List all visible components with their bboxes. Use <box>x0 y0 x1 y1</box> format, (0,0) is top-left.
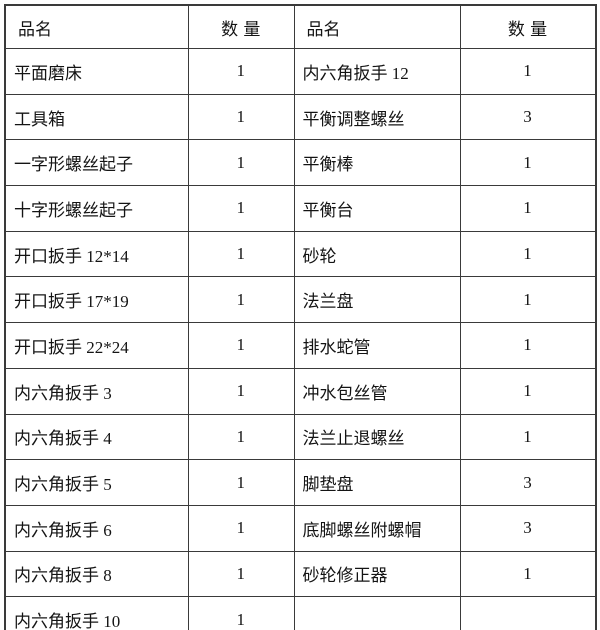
table-row: 开口扳手 22*24 1 排水蛇管 1 <box>4 322 597 369</box>
right-item-name-cell: 法兰盘 <box>293 276 461 324</box>
table-row: 一字形螺丝起子 1 平衡棒 1 <box>4 139 597 187</box>
header-row: 品名 数 量 品名 数 量 <box>4 4 597 49</box>
table-row: 平面磨床 1 内六角扳手 12 1 <box>4 48 597 95</box>
left-qty-header: 数 量 <box>187 4 295 49</box>
table-row: 内六角扳手 8 1 砂轮修正器 1 <box>4 550 597 598</box>
table-row: 内六角扳手 4 1 法兰止退螺丝 1 <box>4 413 597 461</box>
left-item-name-cell: 内六角扳手 6 <box>4 504 189 552</box>
table-row: 内六角扳手 10 1 <box>4 596 597 630</box>
right-item-name-cell: 砂轮 <box>293 230 461 278</box>
right-item-qty-cell: 3 <box>459 93 597 141</box>
left-name-header: 品名 <box>4 4 189 49</box>
left-item-name-cell: 工具箱 <box>4 93 189 141</box>
right-qty-header: 数 量 <box>459 4 597 49</box>
left-item-name-cell: 一字形螺丝起子 <box>4 139 189 187</box>
left-item-qty-cell: 1 <box>187 413 295 461</box>
right-item-qty-cell: 1 <box>459 550 597 598</box>
table-row: 工具箱 1 平衡调整螺丝 3 <box>4 93 597 141</box>
left-item-name-cell: 开口扳手 12*14 <box>4 230 189 278</box>
right-item-qty-cell: 1 <box>459 185 597 232</box>
right-item-name-cell: 底脚螺丝附螺帽 <box>293 504 461 552</box>
right-item-qty-cell <box>459 596 597 630</box>
right-item-qty-cell: 1 <box>459 139 597 187</box>
parts-table: 品名 数 量 品名 数 量 平面磨床 1 内六角扳手 12 1 工具箱 1 平衡调整螺丝 3 一… <box>4 4 597 630</box>
table-row: 内六角扳手 6 1 底脚螺丝附螺帽 3 <box>4 504 597 552</box>
right-item-name-cell: 脚垫盘 <box>293 459 461 506</box>
left-item-qty-cell: 1 <box>187 596 295 630</box>
left-item-name-cell: 开口扳手 22*24 <box>4 322 189 369</box>
left-item-qty-cell: 1 <box>187 322 295 369</box>
right-item-qty-cell: 1 <box>459 230 597 278</box>
left-item-name-cell: 内六角扳手 8 <box>4 550 189 598</box>
right-item-name-cell: 内六角扳手 12 <box>293 48 461 95</box>
left-item-name-cell: 内六角扳手 4 <box>4 413 189 461</box>
left-item-qty-cell: 1 <box>187 504 295 552</box>
right-item-name-cell: 排水蛇管 <box>293 322 461 369</box>
left-item-name-cell: 内六角扳手 5 <box>4 459 189 506</box>
left-item-qty-cell: 1 <box>187 367 295 415</box>
right-item-qty-cell: 1 <box>459 322 597 369</box>
right-item-qty-cell: 1 <box>459 276 597 324</box>
left-item-qty-cell: 1 <box>187 550 295 598</box>
left-item-qty-cell: 1 <box>187 139 295 187</box>
right-item-name-cell: 冲水包丝管 <box>293 367 461 415</box>
left-item-qty-cell: 1 <box>187 185 295 232</box>
right-item-name-cell: 平衡棒 <box>293 139 461 187</box>
right-item-name-cell <box>293 596 461 630</box>
right-item-name-cell: 砂轮修正器 <box>293 550 461 598</box>
left-item-qty-cell: 1 <box>187 48 295 95</box>
right-item-qty-cell: 1 <box>459 367 597 415</box>
right-item-qty-cell: 1 <box>459 413 597 461</box>
left-item-name-cell: 内六角扳手 3 <box>4 367 189 415</box>
right-name-header: 品名 <box>293 4 461 49</box>
table-row: 十字形螺丝起子 1 平衡台 1 <box>4 185 597 232</box>
table-row: 内六角扳手 3 1 冲水包丝管 1 <box>4 367 597 415</box>
right-item-qty-cell: 3 <box>459 504 597 552</box>
right-item-name-cell: 平衡调整螺丝 <box>293 93 461 141</box>
left-item-name-cell: 十字形螺丝起子 <box>4 185 189 232</box>
table-row: 开口扳手 17*19 1 法兰盘 1 <box>4 276 597 324</box>
table-body: 平面磨床 1 内六角扳手 12 1 工具箱 1 平衡调整螺丝 3 一字形螺丝起子 1 平衡棒 1 十字形… <box>4 48 597 630</box>
right-item-name-cell: 平衡台 <box>293 185 461 232</box>
right-item-name-cell: 法兰止退螺丝 <box>293 413 461 461</box>
table-row: 内六角扳手 5 1 脚垫盘 3 <box>4 459 597 506</box>
right-item-qty-cell: 1 <box>459 48 597 95</box>
table-row: 开口扳手 12*14 1 砂轮 1 <box>4 230 597 278</box>
right-item-qty-cell: 3 <box>459 459 597 506</box>
left-item-qty-cell: 1 <box>187 93 295 141</box>
left-item-qty-cell: 1 <box>187 230 295 278</box>
left-item-name-cell: 平面磨床 <box>4 48 189 95</box>
left-item-qty-cell: 1 <box>187 459 295 506</box>
left-item-qty-cell: 1 <box>187 276 295 324</box>
left-item-name-cell: 开口扳手 17*19 <box>4 276 189 324</box>
left-item-name-cell: 内六角扳手 10 <box>4 596 189 630</box>
